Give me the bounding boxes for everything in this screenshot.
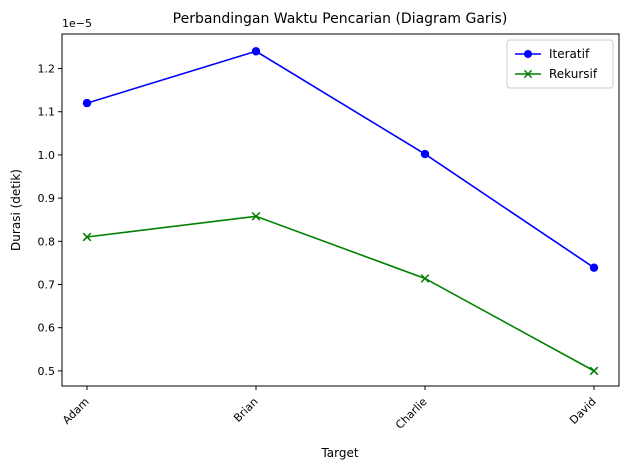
y-tick-label: 0.5 xyxy=(38,365,56,378)
series-layer xyxy=(82,47,599,376)
data-point xyxy=(251,211,261,221)
x-tick-label: David xyxy=(567,395,599,427)
legend-marker-stroke xyxy=(523,69,533,79)
legend-label: Iteratif xyxy=(549,47,590,61)
y-axis-label: Durasi (detik) xyxy=(9,169,23,251)
y-tick-label: 0.8 xyxy=(38,235,56,248)
data-point-stroke xyxy=(589,366,599,376)
y-axis: 0.5 0.6 0.7 0.8 0.9 1.0 1.1 1.2 xyxy=(38,63,62,378)
data-point xyxy=(589,263,599,272)
x-tick-label: Brian xyxy=(231,395,261,425)
data-point xyxy=(420,149,430,159)
data-point-stroke xyxy=(82,232,92,242)
y-axis-scale-label: 1e−5 xyxy=(62,17,92,30)
legend: Iteratif Rekursif xyxy=(506,39,614,89)
data-point xyxy=(82,232,92,242)
legend-box xyxy=(506,39,614,89)
x-axis-label: Target xyxy=(320,446,358,460)
x-tick-label: Adam xyxy=(60,395,92,427)
series-line xyxy=(86,50,595,269)
x-tick-label: Charlie xyxy=(393,395,430,432)
y-tick-label: 0.7 xyxy=(38,279,56,292)
y-tick-label: 1.2 xyxy=(38,63,56,76)
y-tick-label: 0.6 xyxy=(38,322,56,335)
legend-label: Rekursif xyxy=(549,67,598,81)
plot-area xyxy=(61,33,620,387)
chart-title: Perbandingan Waktu Pencarian (Diagram Ga… xyxy=(173,11,508,27)
x-axis: Adam Brian Charlie David xyxy=(60,386,599,432)
data-point xyxy=(251,47,261,56)
data-point-stroke xyxy=(420,274,430,283)
legend-marker xyxy=(523,69,533,79)
y-tick-label: 1.1 xyxy=(38,106,56,119)
data-point-stroke xyxy=(251,211,261,221)
y-tick-label: 1.0 xyxy=(38,149,56,162)
legend-marker xyxy=(524,50,532,58)
data-point xyxy=(589,366,599,376)
y-tick-label: 0.9 xyxy=(38,192,56,205)
data-point xyxy=(420,274,430,283)
series-line xyxy=(86,215,595,372)
data-point xyxy=(82,98,92,108)
